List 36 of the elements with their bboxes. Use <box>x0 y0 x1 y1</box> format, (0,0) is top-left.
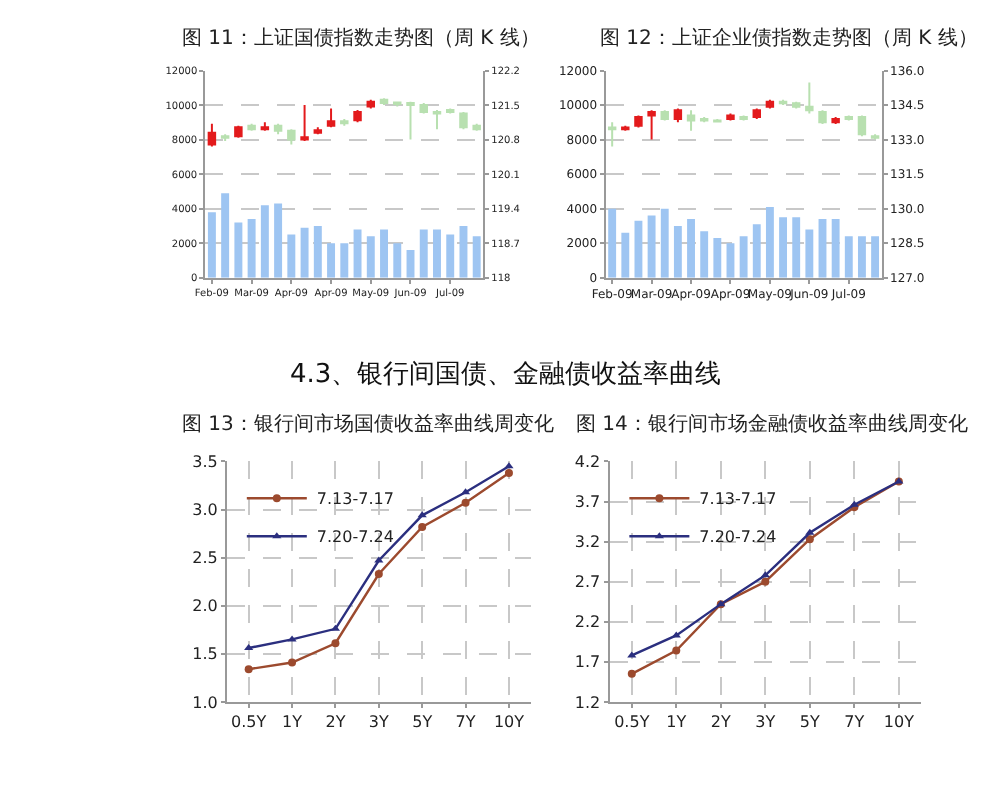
x-tick-label: 0.5Y <box>231 713 267 732</box>
chart-title: 图 11：上证国债指数走势图（周 K 线） <box>182 26 540 50</box>
chart-title: 图 12：上证企业债指数走势图（周 K 线） <box>600 26 978 50</box>
legend-label: 7.20-7.24 <box>699 528 777 547</box>
y-tick-label: 1.2 <box>574 693 601 712</box>
x-tick-label: 10Y <box>883 713 915 732</box>
y-tick-label: 2.2 <box>574 613 601 632</box>
y-tick-label: 3.7 <box>574 493 601 512</box>
y-tick-label: 2.5 <box>192 549 218 568</box>
y-tick-label: 1.7 <box>574 653 601 672</box>
y-tick-label: 1.5 <box>192 645 218 664</box>
y-tick-label: 2.0 <box>192 597 218 616</box>
legend-label: 7.13-7.17 <box>699 490 777 509</box>
chart-title: 图 13：银行间市场国债收益率曲线周变化 <box>182 412 554 436</box>
x-tick-label: 5Y <box>412 713 433 732</box>
x-tick-label: 7Y <box>455 713 476 732</box>
y-tick-label: 2.7 <box>574 573 601 592</box>
x-tick-label: 7Y <box>844 713 865 732</box>
chart-title: 图 14：银行间市场金融债收益率曲线周变化 <box>576 412 968 436</box>
y-tick-label: 4.2 <box>574 453 601 472</box>
legend-label: 7.13-7.17 <box>316 490 394 509</box>
x-tick-label: 0.5Y <box>614 713 650 732</box>
x-tick-label: 3Y <box>368 713 390 732</box>
x-tick-label: 2Y <box>325 713 346 732</box>
y-tick-label: 3.2 <box>574 533 601 552</box>
x-tick-label: 1Y <box>666 713 687 732</box>
x-tick-label: 2Y <box>710 713 731 732</box>
text: 4.3、银行间国债、金融债收益率曲线 <box>290 358 722 390</box>
y-tick-label: 1.0 <box>192 693 218 712</box>
y-tick-label: 3.5 <box>192 453 218 472</box>
y-tick-label: 3.0 <box>192 501 218 520</box>
x-tick-label: 10Y <box>493 713 525 732</box>
x-tick-label: 3Y <box>755 713 776 732</box>
x-tick-label: 5Y <box>799 713 821 732</box>
legend-label: 7.20-7.24 <box>316 528 394 547</box>
x-tick-label: 1Y <box>282 713 303 732</box>
